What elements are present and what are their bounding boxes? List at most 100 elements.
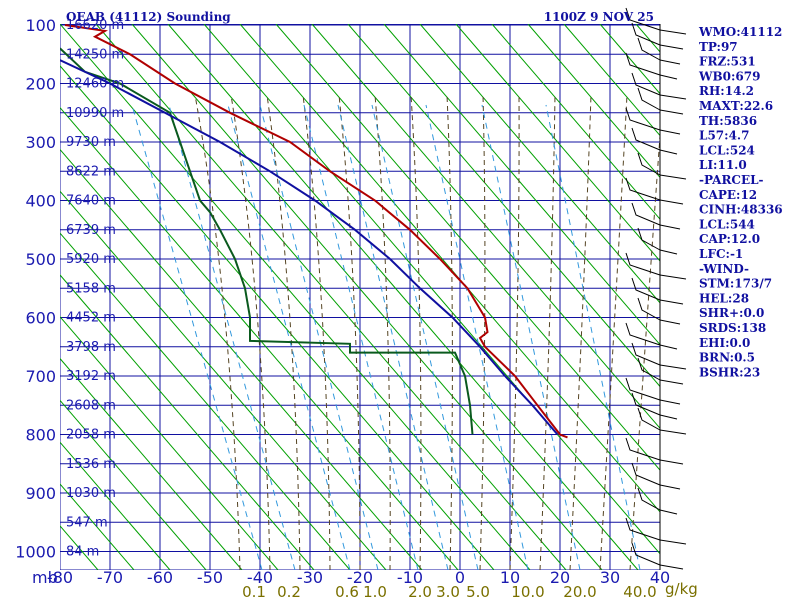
wind-barb-tail (659, 109, 684, 115)
wind-barb-tail (659, 59, 681, 65)
mixing-ratio-line (481, 104, 581, 570)
stability-indices: WMO:41112TP:97FRZ:531WB0:679RH:14.2MAXT:… (698, 25, 783, 379)
mixing-ratio-label: 3.0 (436, 583, 460, 600)
moist-adiabat (194, 94, 241, 570)
mixing-ratio-line (259, 104, 379, 570)
wind-barb (625, 322, 661, 346)
wind-barb-tail (659, 299, 684, 305)
wind-barb-tail (659, 94, 687, 100)
mixing-ratio-line (545, 104, 641, 570)
dry-adiabat (563, 24, 660, 137)
index-item: LFC:-1 (699, 247, 743, 261)
moist-adiabat (338, 94, 361, 570)
dry-adiabats (60, 24, 800, 570)
wind-barb (625, 252, 661, 276)
dry-adiabat (60, 190, 387, 570)
index-item: CINH:48336 (699, 203, 783, 217)
wind-barb (637, 227, 661, 251)
dry-adiabat (60, 274, 315, 570)
wind-barb (631, 22, 661, 46)
wind-barb-tail (659, 459, 684, 465)
wind-barb-tail (659, 414, 678, 420)
index-item: -WIND- (699, 262, 749, 276)
parcel-line (60, 59, 559, 436)
dry-adiabat (60, 232, 351, 570)
pressure-tick-label: 200 (25, 75, 56, 94)
wind-barb (637, 407, 661, 431)
pressure-unit-label: mb (32, 568, 58, 587)
mixing-ratio-label: 5.0 (466, 583, 490, 600)
index-item: CAPE:12 (699, 188, 757, 202)
wind-barb-tail (659, 274, 687, 280)
wind-profile (625, 7, 687, 570)
temperature-tick-label: 0 (455, 568, 465, 587)
wind-barb (637, 487, 661, 511)
index-item: BRN:0.5 (699, 351, 755, 365)
dry-adiabat (131, 24, 603, 570)
height-label: 6739 m (66, 223, 116, 238)
wind-barb-tail (659, 174, 687, 180)
index-item: CAP:12.0 (699, 232, 760, 246)
temperature-tick-label: -40 (247, 568, 273, 587)
wind-barb-tail (659, 199, 684, 205)
wind-barb (637, 37, 661, 61)
dry-adiabat (455, 24, 660, 262)
moist-adiabat (539, 94, 556, 570)
wind-barb (637, 152, 661, 176)
dry-adiabat (780, 24, 800, 570)
wind-barb-tail (659, 129, 681, 135)
mixing-ratio-line (131, 104, 263, 570)
wind-barb (625, 107, 661, 131)
index-item: BSHR:23 (699, 365, 760, 379)
wind-barb (631, 462, 661, 486)
pressure-tick-label: 700 (25, 367, 56, 386)
pressure-tick-label: 500 (25, 250, 56, 269)
wind-barb-tail (659, 249, 678, 255)
height-label: 8622 m (66, 164, 116, 179)
index-item: SRDS:138 (699, 321, 766, 335)
index-item: RH:14.2 (699, 84, 754, 98)
pressure-tick-label: 600 (25, 309, 56, 328)
temperature-tick-labels: -80 -70 -60 -50 -40 -30 -20 -10 0 10 20 30 40 (47, 568, 670, 587)
mixing-ratio-label: 10.0 (511, 583, 544, 600)
wind-barb (631, 542, 661, 566)
wind-barb (625, 52, 661, 76)
index-item: -PARCEL- (699, 173, 764, 187)
index-item: LCL:544 (699, 217, 755, 231)
mixing-ratio-label: 0.6 (335, 583, 359, 600)
dry-adiabat (275, 24, 660, 471)
pressure-tick-label: 300 (25, 133, 56, 152)
wind-barb-tail (659, 379, 684, 385)
temperature-tick-label: -20 (347, 568, 373, 587)
wind-barb (625, 517, 661, 541)
wind-barb-tail (659, 509, 678, 515)
height-label: 5920 m (66, 252, 116, 267)
mixing-ratio-labels: 0.1 0.2 0.6 1.0 2.0 3.0 5.0 10.0 20.0 40.0 (242, 583, 657, 600)
mixing-ratio-label: 2.0 (408, 583, 432, 600)
temperature-tick-label: -30 (297, 568, 323, 587)
wind-barb-tail (659, 484, 681, 490)
dry-adiabat (491, 24, 660, 220)
wind-barb (631, 342, 661, 366)
height-label: 5158 m (66, 281, 116, 296)
height-label: 16620 m (66, 18, 124, 33)
index-item: HEL:28 (699, 291, 749, 305)
moist-adiabat (479, 94, 486, 570)
index-item: WB0:679 (698, 69, 760, 83)
wind-barb (631, 277, 661, 301)
temperature-line (64, 24, 568, 439)
wind-barb (625, 437, 661, 461)
wind-barb (631, 202, 661, 226)
index-item: LI:11.0 (699, 158, 747, 172)
temperature-tick-label: -50 (197, 568, 223, 587)
index-item: TP:97 (699, 40, 738, 54)
dewpoint-line (60, 47, 474, 435)
wind-barb-tail (659, 74, 678, 80)
height-label: 547 m (66, 515, 108, 530)
wind-barb (637, 357, 661, 381)
mixing-ratio-line (227, 104, 351, 570)
height-label: 3798 m (66, 340, 116, 355)
wind-barb (631, 72, 661, 96)
mixing-ratio-label: 20.0 (563, 583, 596, 600)
